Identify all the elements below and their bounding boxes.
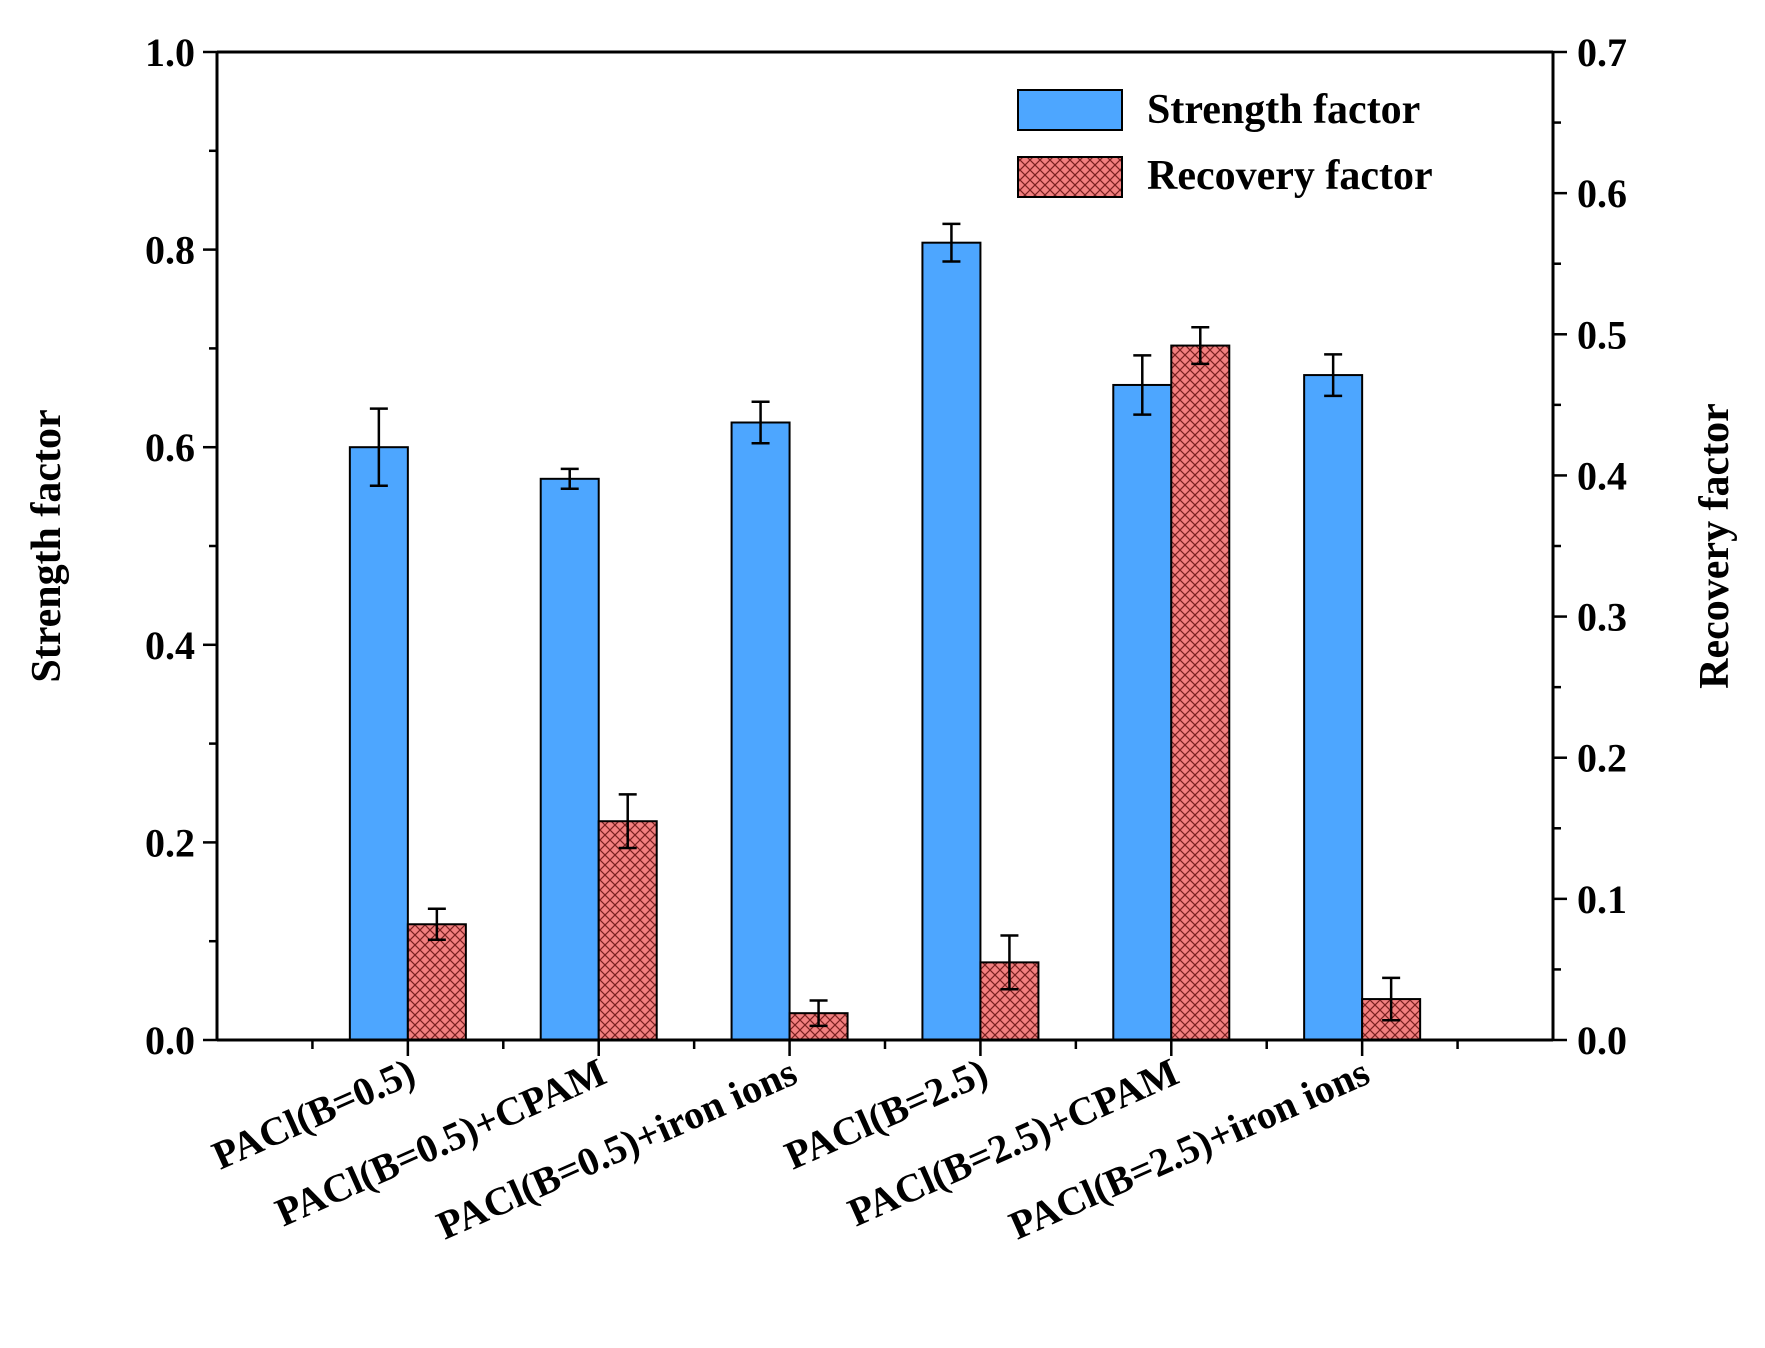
- recovery-error-bar-3: [1000, 934, 1019, 991]
- y-tick-label-2: 0.4: [145, 623, 195, 668]
- recovery-bar-1: [597, 820, 658, 1041]
- legend-label-recovery: Recovery factor: [1147, 153, 1433, 199]
- strength-error-bar-2: [751, 400, 770, 445]
- strength-bar-5: [1303, 374, 1364, 1041]
- recovery-error-bar-5: [1382, 976, 1401, 1022]
- y2-tick-label-2: 0.2: [1577, 736, 1627, 781]
- y2-tick-label-1: 0.1: [1577, 877, 1627, 922]
- recovery-error-bar-4: [1191, 325, 1210, 366]
- category-label-5: PACl(B=2.5)+iron ions: [1003, 1049, 1376, 1248]
- recovery-bar-0: [406, 923, 467, 1042]
- y2-tick-label-0: 0.0: [1577, 1018, 1627, 1063]
- recovery-bar-4: [1170, 344, 1231, 1041]
- y2-axis-title: Recovery factor: [1692, 403, 1738, 689]
- recovery-error-bar-1: [618, 793, 637, 850]
- legend-swatch-strength: [1017, 89, 1123, 131]
- recovery-error-bar-0: [427, 907, 446, 942]
- strength-error-bar-1: [560, 467, 579, 490]
- strength-error-bar-0: [369, 407, 388, 487]
- y2-tick-label-5: 0.5: [1577, 312, 1627, 357]
- y2-tick-label-7: 0.7: [1577, 30, 1627, 75]
- y2-tick-label-4: 0.4: [1577, 453, 1627, 498]
- y2-tick-label-3: 0.3: [1577, 595, 1627, 640]
- strength-bar-2: [730, 421, 791, 1041]
- legend: Strength factor Recovery factor: [1017, 87, 1433, 199]
- recovery-error-bar-2: [809, 999, 828, 1028]
- strength-bar-0: [348, 446, 409, 1041]
- strength-bar-3: [921, 241, 982, 1041]
- strength-bar-1: [539, 477, 600, 1042]
- category-label-2: PACl(B=0.5)+iron ions: [430, 1049, 803, 1248]
- legend-swatch-recovery: [1017, 156, 1123, 198]
- strength-error-bar-5: [1324, 353, 1343, 398]
- strength-error-bar-3: [942, 222, 961, 263]
- legend-label-strength: Strength factor: [1147, 87, 1420, 133]
- y2-tick-label-6: 0.6: [1577, 171, 1627, 216]
- strength-bar-4: [1112, 383, 1173, 1041]
- y-axis-title: Strength factor: [24, 409, 70, 682]
- y-tick-label-4: 0.8: [145, 228, 195, 273]
- y-tick-label-3: 0.6: [145, 425, 195, 470]
- y-tick-label-5: 1.0: [145, 30, 195, 75]
- y-tick-label-0: 0.0: [145, 1018, 195, 1063]
- strength-error-bar-4: [1133, 354, 1152, 416]
- y-tick-label-1: 0.2: [145, 820, 195, 865]
